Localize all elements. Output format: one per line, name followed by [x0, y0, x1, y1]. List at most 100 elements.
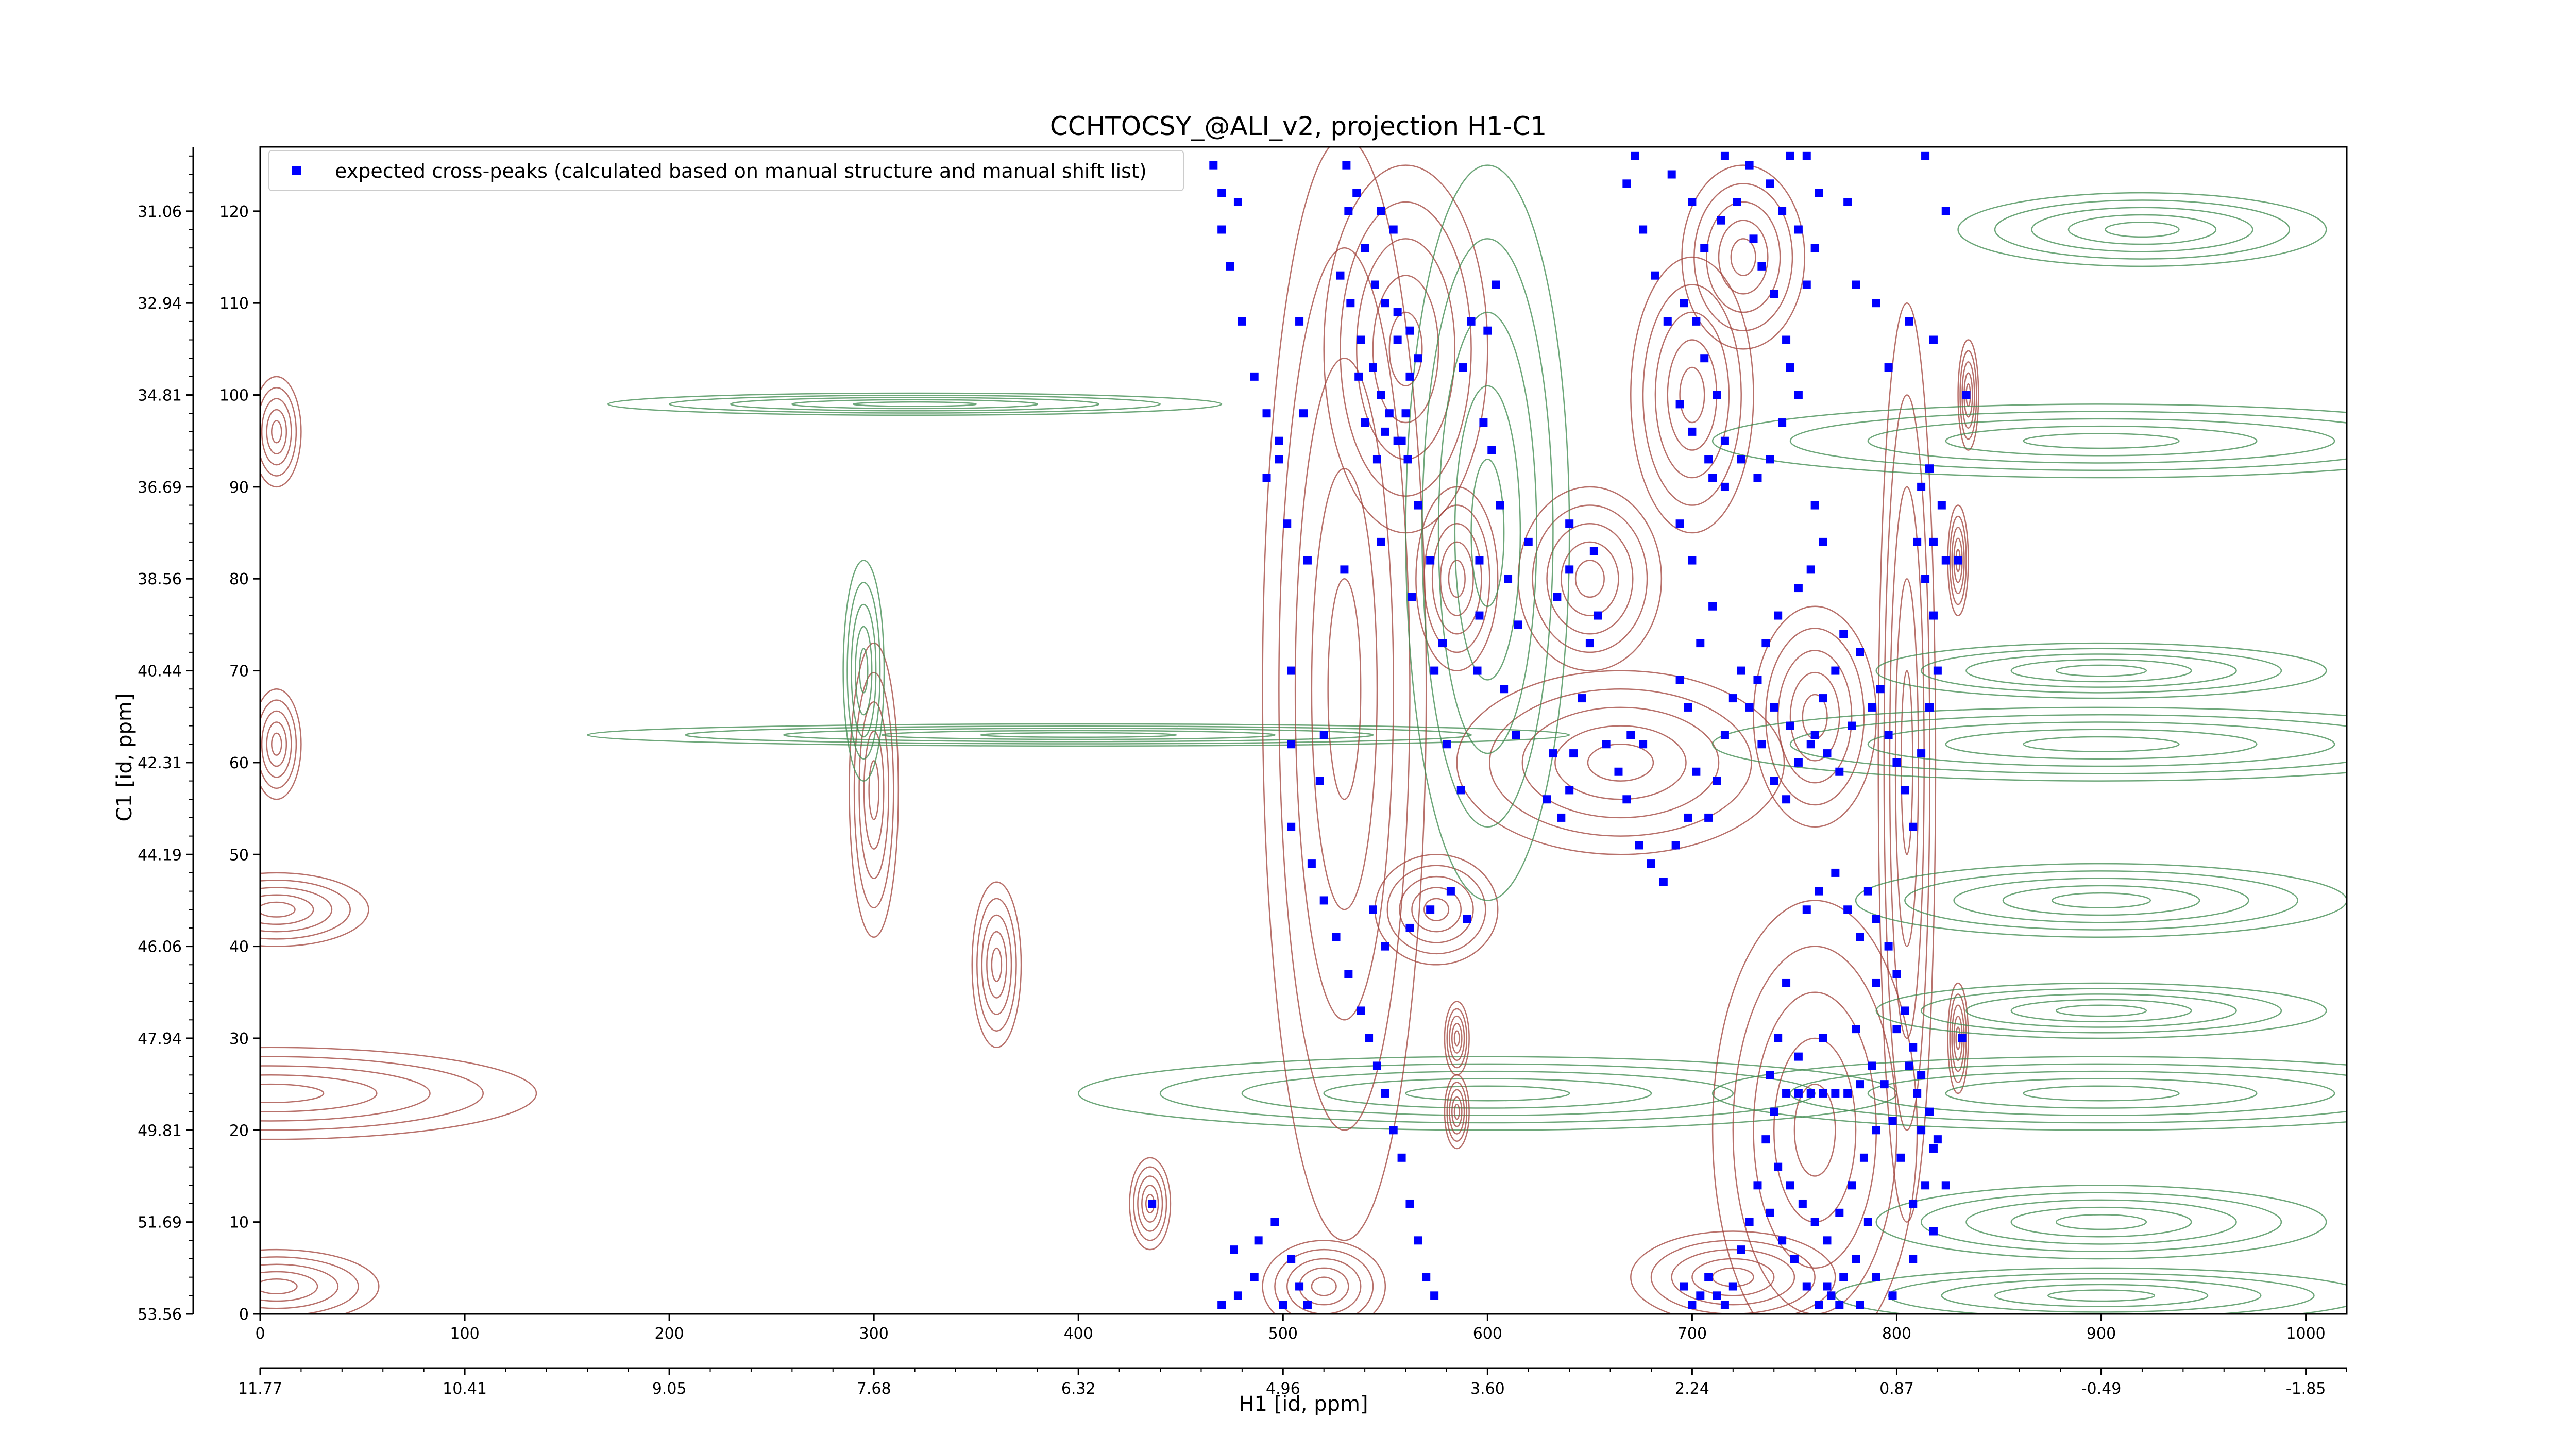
contour-line: [1449, 1089, 1465, 1135]
contour-region-7: [971, 881, 1022, 1049]
contour-line: [1730, 238, 1756, 276]
data-point-89: [1770, 290, 1778, 298]
contour-region-4: [260, 872, 369, 947]
contour-line: [2055, 664, 2147, 677]
data-point-292: [1217, 189, 1226, 197]
contour-region-38: [1957, 192, 2327, 267]
y-ppm-tick-label-0: 53.56: [138, 1306, 182, 1324]
contour-line: [1867, 418, 2335, 464]
data-point-144: [1909, 822, 1918, 831]
contour-line: [1630, 256, 1754, 534]
data-point-83: [1680, 299, 1688, 308]
data-point-146: [1925, 703, 1934, 712]
y-ppm-tick-label-4: 46.06: [138, 938, 182, 956]
contour-line: [1521, 706, 1720, 819]
data-point-152: [1925, 464, 1934, 473]
data-point-132: [1753, 676, 1762, 684]
data-point-0: [1209, 161, 1218, 170]
contour-region-13: [1262, 147, 1427, 1241]
y-ppm-tick-label-5: 44.19: [138, 846, 182, 864]
data-point-184: [1909, 1043, 1918, 1052]
data-point-115: [1786, 151, 1794, 160]
data-point-104: [1622, 179, 1631, 188]
data-point-123: [1929, 335, 1938, 344]
x-ppm-tick-label-10: -1.85: [2286, 1380, 2326, 1398]
data-point-197: [1819, 1089, 1827, 1098]
data-point-219: [1778, 1236, 1787, 1245]
contour-line: [1877, 302, 1937, 1223]
contour-line: [1141, 1185, 1159, 1223]
data-point-230: [1680, 1282, 1688, 1291]
data-point-301: [1524, 537, 1533, 546]
data-point-133: [1770, 703, 1778, 712]
data-point-226: [1713, 1291, 1721, 1300]
data-point-15: [1369, 363, 1377, 372]
data-point-49: [1512, 731, 1520, 739]
data-point-262: [1233, 1291, 1242, 1300]
contour-line: [1489, 688, 1752, 837]
data-point-169: [1737, 666, 1745, 675]
data-point-56: [1585, 639, 1594, 648]
data-point-196: [1831, 1089, 1840, 1098]
contour-line: [2105, 221, 2180, 238]
data-point-176: [1831, 868, 1840, 877]
contour-line: [1311, 1276, 1337, 1296]
data-point-284: [1377, 207, 1385, 215]
contour-line: [2023, 1085, 2180, 1102]
contour-line: [853, 401, 977, 407]
data-point-161: [1831, 666, 1840, 675]
legend-marker: [292, 166, 301, 175]
contour-line: [1947, 982, 1969, 1094]
data-point-275: [1381, 1089, 1389, 1098]
data-point-37: [1456, 786, 1465, 795]
contour-line: [1671, 1248, 1795, 1306]
data-point-250: [1823, 1282, 1832, 1291]
data-point-164: [1794, 758, 1803, 767]
data-point-99: [1688, 427, 1697, 436]
contour-region-30: [1712, 706, 2347, 782]
y-axis-label: C1 [id, ppm]: [113, 694, 137, 822]
data-point-21: [1344, 207, 1353, 215]
contour-line: [1959, 350, 1977, 440]
data-point-181: [1884, 942, 1893, 951]
contour-line: [260, 387, 297, 477]
peak-markers-layer: [1148, 151, 1971, 1309]
contour-line: [1431, 522, 1482, 635]
data-point-101: [1663, 317, 1672, 326]
data-point-298: [1283, 519, 1292, 528]
data-point-299: [1148, 1199, 1157, 1208]
contour-line: [260, 879, 351, 940]
data-point-208: [1835, 1208, 1844, 1217]
contour-line: [1875, 642, 2327, 699]
data-point-20: [1354, 372, 1363, 381]
data-point-203: [1774, 1162, 1783, 1171]
data-point-98: [1704, 455, 1713, 464]
contour-line: [1904, 870, 2298, 931]
data-point-224: [1728, 1282, 1737, 1291]
y-tick-label-2: 20: [229, 1122, 249, 1140]
contour-region-9: [587, 723, 1570, 747]
contour-line: [1587, 744, 1654, 782]
data-point-245: [1909, 1254, 1918, 1263]
contour-line: [1446, 1082, 1468, 1142]
data-point-281: [1430, 1291, 1439, 1300]
plot-frame: [259, 146, 2348, 1315]
contour-line: [1129, 1157, 1172, 1251]
contour-line: [849, 642, 900, 938]
contour-line: [1765, 628, 1865, 806]
data-point-78: [1708, 474, 1717, 482]
contour-line: [1470, 459, 1505, 607]
data-point-158: [1958, 1034, 1967, 1042]
data-point-228: [1696, 1291, 1705, 1300]
data-point-190: [1896, 1153, 1905, 1162]
contour-line: [261, 398, 292, 466]
data-point-74: [1696, 639, 1705, 648]
data-point-102: [1651, 271, 1659, 280]
data-point-267: [1287, 822, 1296, 831]
data-point-122: [1905, 317, 1913, 326]
contour-line: [1753, 605, 1877, 828]
data-point-10: [1315, 777, 1324, 785]
data-point-9: [1319, 731, 1328, 739]
contour-line: [2002, 885, 2200, 916]
chart-title: CCHTOCSY_@ALI_v2, projection H1-C1: [1050, 111, 1547, 141]
